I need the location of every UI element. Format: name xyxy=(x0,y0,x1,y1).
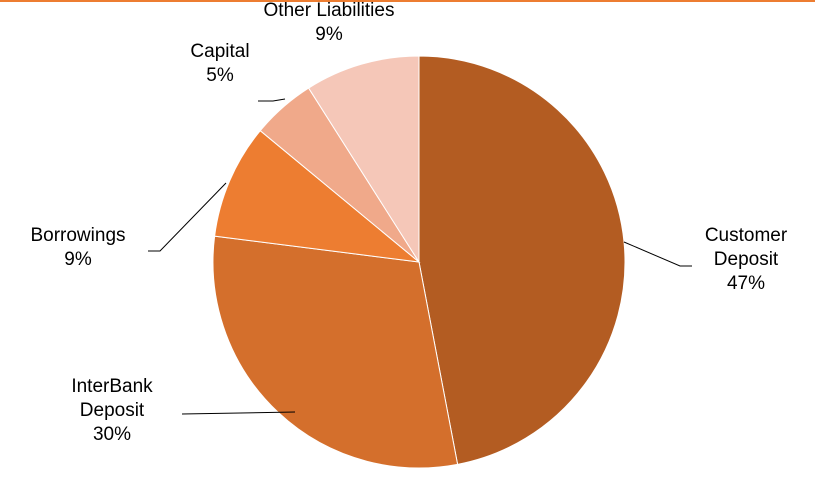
slice-name-label: Borrowings xyxy=(30,225,125,246)
slice-percent-label: 9% xyxy=(315,24,343,45)
pie-slice-interbank-deposit xyxy=(212,235,459,469)
top-rule xyxy=(0,0,815,2)
slice-label: Customer Deposit 47% xyxy=(705,225,788,294)
pie-slice-borrowings xyxy=(214,129,421,263)
slice-name-label: Other Liabilities xyxy=(264,0,395,21)
slice-label: InterBank Deposit 30% xyxy=(71,376,153,445)
slice-name-label: InterBank xyxy=(71,376,153,397)
slice-label: Other Liabilities 9% xyxy=(264,0,395,45)
slice-percent-label: 30% xyxy=(93,424,131,445)
slice-name-label: Deposit xyxy=(80,400,145,421)
leader-lines xyxy=(148,98,692,415)
pie-slice-other-liabilities xyxy=(307,55,420,264)
slice-label: Capital 5% xyxy=(190,41,249,86)
leader-line xyxy=(148,182,227,252)
slice-labels: Customer Deposit 47% InterBank Deposit 30% Bor… xyxy=(30,0,787,445)
pie-slice-customer-deposit xyxy=(418,55,626,465)
leader-line xyxy=(623,241,692,267)
slice-name-label: Capital xyxy=(190,41,249,62)
leader-line xyxy=(258,98,286,102)
slice-name-label: Customer xyxy=(705,225,788,246)
pie-slices xyxy=(212,55,626,469)
slice-name-label: Deposit xyxy=(714,249,779,270)
slice-percent-label: 47% xyxy=(727,273,765,294)
slice-label: Borrowings 9% xyxy=(30,225,125,270)
leader-line xyxy=(181,411,296,415)
slice-percent-label: 9% xyxy=(64,249,92,270)
slice-percent-label: 5% xyxy=(206,65,234,86)
